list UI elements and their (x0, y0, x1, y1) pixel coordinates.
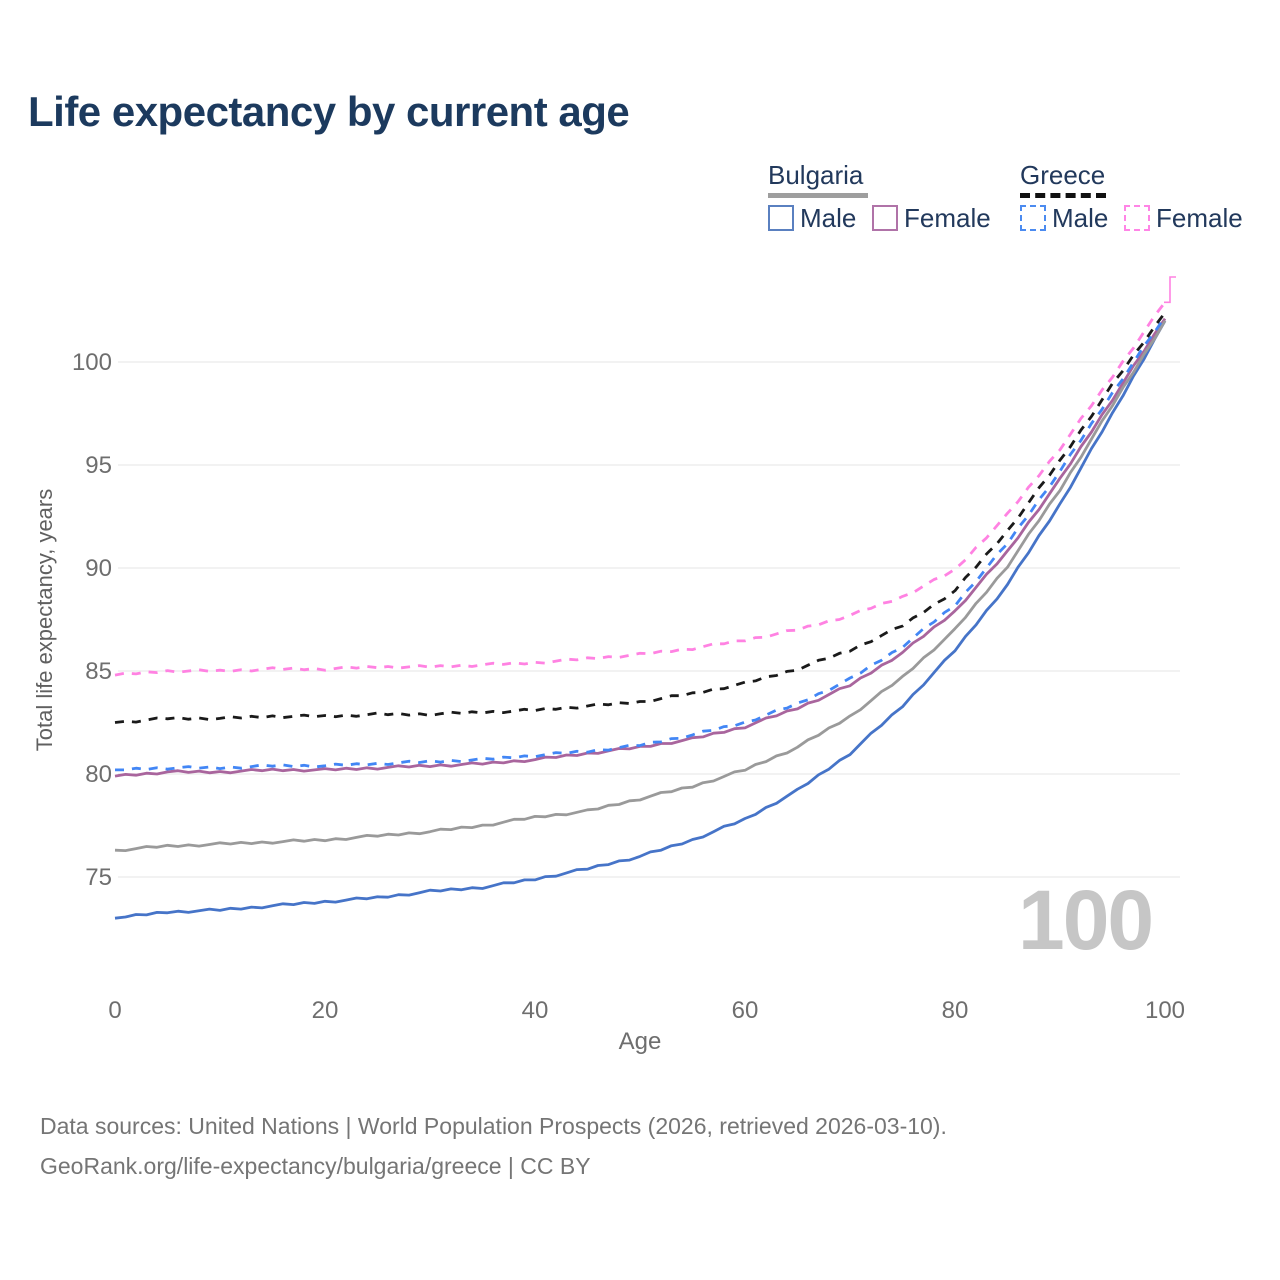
y-tick-label: 75 (85, 864, 112, 891)
x-tick-label: 60 (732, 997, 759, 1024)
legend-underline-bulgaria (768, 193, 868, 198)
leader-line (1164, 276, 1176, 304)
y-axis-title: Total life expectancy, years (32, 488, 57, 752)
legend-group-label-bulgaria: Bulgaria (768, 160, 864, 190)
legend-item-bulgaria-female[interactable]: Female (872, 202, 991, 233)
legend: Bulgaria Male Female Greece Male Female (0, 160, 1280, 240)
series-line-greece-male (115, 315, 1167, 772)
page-title: Life expectancy by current age (28, 88, 630, 135)
bulgaria-female-swatch-icon[interactable] (872, 205, 898, 231)
y-tick-label: 100 (72, 349, 112, 376)
y-tick-label: 80 (85, 761, 112, 788)
series-line-bulgaria-male (114, 320, 1167, 920)
series-line-bulgaria-total (114, 320, 1167, 852)
legend-item-label: Male (800, 202, 857, 233)
footer-attribution: GeoRank.org/life-expectancy/bulgaria/gre… (40, 1153, 591, 1179)
legend-group-label-greece: Greece (1020, 160, 1106, 190)
x-tick-label: 80 (942, 997, 969, 1024)
legend-item-label: Male (1052, 202, 1109, 233)
bulgaria-male-swatch-icon[interactable] (768, 205, 794, 231)
legend-item-greece-male[interactable]: Male (1020, 202, 1109, 233)
y-tick-label: 85 (85, 658, 112, 685)
legend-item-greece-female[interactable]: Female (1124, 202, 1243, 233)
footer-sources: Data sources: United Nations | World Pop… (40, 1113, 947, 1139)
series-line-bulgaria-female (114, 317, 1167, 778)
greece-male-swatch-icon[interactable] (1020, 205, 1046, 231)
legend-item-label: Female (1156, 202, 1243, 233)
watermark-age-counter: 100 (1018, 873, 1154, 967)
x-tick-label: 100 (1145, 997, 1185, 1024)
greece-female-swatch-icon[interactable] (1124, 205, 1150, 231)
y-tick-label: 95 (85, 452, 112, 479)
x-axis-title: Age (618, 1028, 662, 1055)
legend-item-label: Female (904, 202, 991, 233)
x-tick-label: 20 (312, 997, 339, 1024)
x-tick-label: 0 (108, 997, 121, 1024)
y-tick-label: 90 (85, 555, 112, 582)
series-line-greece-total (114, 311, 1167, 724)
footer: Data sources: United Nations | World Pop… (40, 1106, 947, 1186)
x-tick-label: 40 (522, 997, 549, 1024)
legend-underline-greece (1020, 193, 1106, 198)
series-line-greece-female (114, 301, 1167, 677)
legend-item-bulgaria-male[interactable]: Male (768, 202, 857, 233)
